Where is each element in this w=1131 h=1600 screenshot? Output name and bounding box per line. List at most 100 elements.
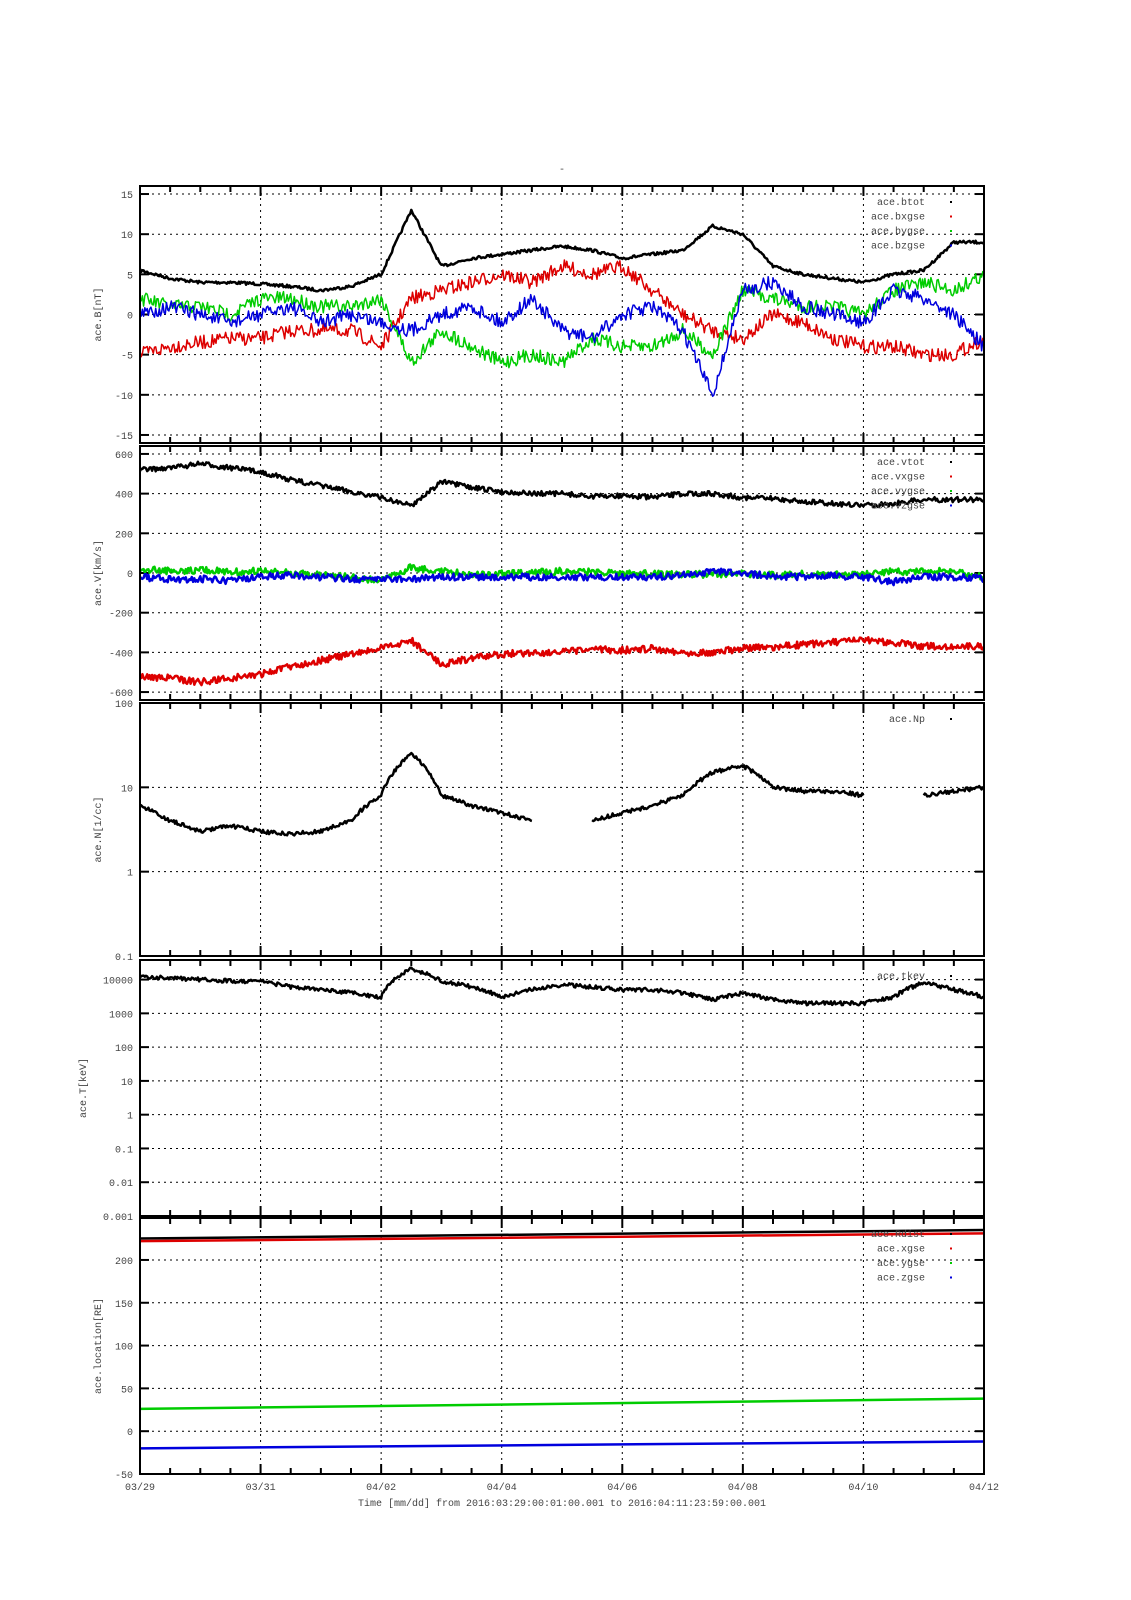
legend-label: ace.Np: [889, 715, 925, 726]
y-tick-label: 10: [121, 784, 133, 795]
y-tick-label: 0.001: [103, 1213, 133, 1224]
legend-marker: [950, 1276, 952, 1279]
x-tick-label: 04/02: [366, 1482, 396, 1494]
y-tick-label: -10: [115, 392, 133, 403]
y-tick-label: 1000: [109, 1010, 133, 1021]
y-tick-label: 0.1: [115, 1145, 133, 1156]
y-tick-label: -5: [121, 352, 133, 363]
y-axis-label: ace.V[km/s]: [93, 540, 105, 606]
x-tick-label: 03/29: [125, 1482, 155, 1494]
y-tick-label: 1: [127, 1112, 133, 1123]
series-ygse-line: [140, 1397, 984, 1411]
legend-marker: [950, 1262, 952, 1264]
x-tick-label: 04/06: [607, 1482, 637, 1494]
series-group: [140, 208, 984, 398]
y-tick-label: 0: [127, 312, 133, 323]
y-tick-label: 100: [115, 700, 133, 711]
y-tick-label: 0: [127, 1428, 133, 1439]
series-Rdist-line: [140, 1228, 984, 1240]
y-tick-label: 1: [127, 869, 133, 880]
panel-frame: [139, 959, 985, 1217]
series-group: [140, 1228, 984, 1450]
legend-label: ace.btot: [877, 197, 925, 209]
legend-marker: [950, 1233, 952, 1235]
y-tick-label: 15: [121, 191, 133, 202]
series-group: [140, 751, 984, 837]
y-tick-label: 0: [127, 570, 133, 581]
series-btot-line: [140, 208, 984, 293]
y-tick-label: 100: [115, 1343, 133, 1354]
y-tick-label: 400: [115, 491, 133, 502]
legend-marker: [950, 504, 952, 507]
legend-label: ace.vtot: [877, 458, 925, 469]
panel-frame: [139, 445, 985, 701]
chart-title: -: [559, 165, 565, 176]
x-tick-label: 04/08: [728, 1482, 758, 1494]
legend-label: ace.Rdist: [871, 1229, 925, 1241]
series-vzgse-line: [140, 567, 984, 587]
panel-3: 100 10 1 0.1 ace.N[1/cc] ace.Np: [93, 700, 985, 964]
legend-marker: [950, 490, 952, 492]
series-Np-line: [591, 764, 865, 823]
y-tick-label: 200: [115, 530, 133, 541]
legend-marker: [950, 975, 952, 977]
y-tick-label: 200: [115, 1257, 133, 1268]
legend-label: ace.bxgse: [871, 212, 925, 224]
x-tick-label: 04/04: [487, 1482, 517, 1494]
legend-marker: [950, 1247, 952, 1250]
x-tick-label: 04/10: [848, 1482, 878, 1494]
y-tick-label: 100: [115, 1044, 133, 1055]
series-bzgse-line: [140, 275, 984, 398]
legend-label: ace.tkev: [877, 971, 925, 983]
series-Np-line: [922, 784, 984, 798]
y-tick-label: -50: [115, 1471, 133, 1482]
panel-4: 10000 1000 100 10 1 0.1 0.01 0.001 ace.T[keV] ace…: [78, 959, 985, 1224]
series-Np-line: [140, 751, 533, 837]
y-tick-label: 10: [121, 1078, 133, 1089]
y-tick-label: 10000: [103, 977, 133, 988]
legend-marker: [950, 230, 952, 232]
series-group: [140, 966, 984, 1007]
y-axis-label: ace.N[1/cc]: [93, 796, 105, 862]
legend-label: ace.zgse: [877, 1274, 925, 1285]
series-bxgse-line: [140, 259, 984, 363]
legend-label: ace.ygse: [877, 1259, 925, 1270]
legend-label: ace.vzgse: [871, 502, 925, 513]
panel-frame: [139, 1217, 985, 1475]
series-xgse-line: [140, 1232, 984, 1243]
y-axis-label: ace.location[RE]: [93, 1298, 105, 1394]
legend-marker: [950, 475, 952, 478]
legend-marker: [950, 461, 952, 463]
legend-marker: [950, 201, 952, 203]
legend-label: ace.vxgse: [871, 473, 925, 484]
legend-marker: [950, 718, 952, 720]
panel-frame: [139, 185, 985, 444]
panel-5: 200 150 100 50 0 -50 ace.location[RE] ace.Rdist…: [93, 1217, 985, 1482]
x-tick-label: 03/31: [246, 1482, 276, 1494]
legend-label: ace.bygse: [871, 226, 925, 238]
y-tick-label: -15: [115, 432, 133, 443]
y-tick-label: 0.1: [115, 953, 133, 964]
panel-1: 15 10 5 0 -5 -10 -15 ace.B[nT] ace.btot ace.bxgse…: [93, 185, 985, 444]
legend-marker: [950, 215, 952, 218]
y-axis-label: ace.B[nT]: [93, 287, 105, 341]
panel-2: 600 400 200 0 -200 -400 -600 ace.V[km/s] ace.vto…: [93, 445, 985, 701]
y-tick-label: 50: [121, 1385, 133, 1396]
y-tick-label: -400: [109, 649, 133, 660]
y-tick-label: 0.01: [109, 1179, 133, 1190]
x-axis-label: Time [mm/dd] from 2016:03:29:00:01:00.00…: [358, 1498, 766, 1510]
y-tick-label: -600: [109, 689, 133, 700]
panel-frame: [139, 702, 985, 957]
y-tick-label: 600: [115, 451, 133, 462]
y-axis-label: ace.T[keV]: [78, 1058, 90, 1118]
series-group: [140, 460, 984, 687]
legend-label: ace.xgse: [877, 1245, 925, 1256]
y-tick-label: 5: [127, 271, 133, 282]
series-vtot-line: [140, 460, 984, 509]
x-tick-label: 04/12: [969, 1482, 999, 1494]
series-vxgse-line: [140, 636, 984, 687]
legend-label: ace.bzgse: [871, 241, 925, 253]
y-tick-label: 150: [115, 1300, 133, 1311]
series-bygse-line: [140, 270, 984, 369]
